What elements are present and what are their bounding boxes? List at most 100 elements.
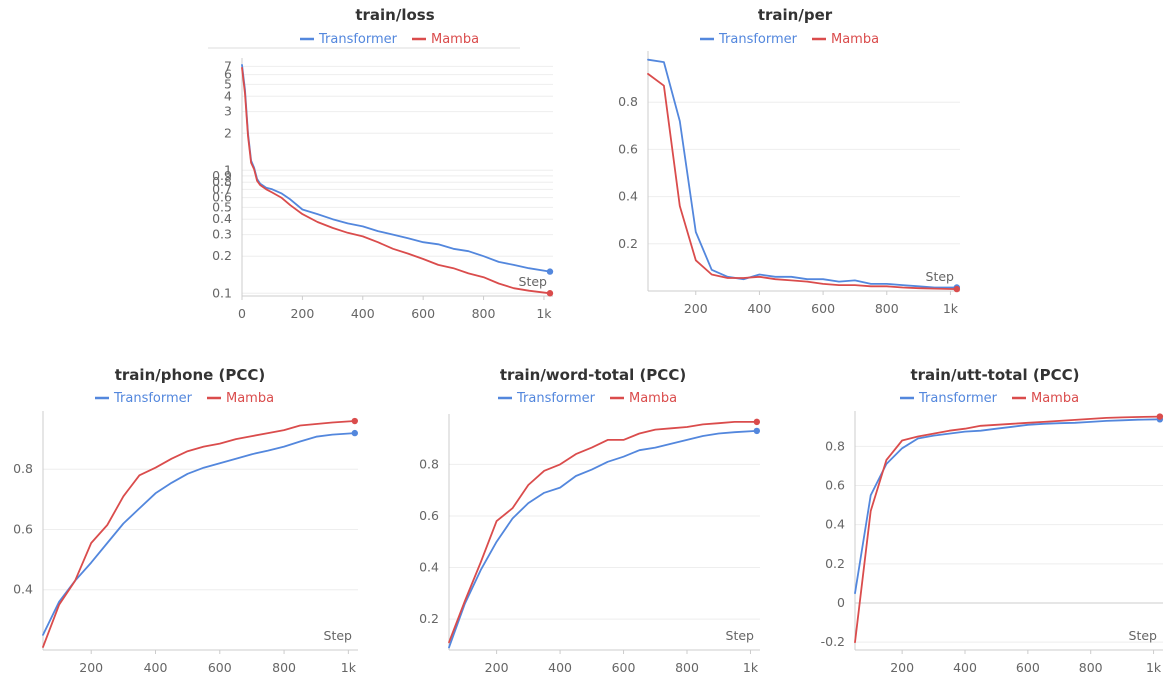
chart-utt: train/utt-total (PCC) Transformer Mamba -0.… xyxy=(821,366,1164,675)
x-tick-label: 800 xyxy=(1079,660,1103,675)
y-tick-label: 0.8 xyxy=(13,461,33,476)
chart-title: train/phone (PCC) xyxy=(115,366,266,384)
series-line-transformer[interactable] xyxy=(854,418,1161,595)
x-tick-label: 400 xyxy=(953,660,977,675)
x-tick-label: 0 xyxy=(238,306,246,321)
y-tick-label: 0.2 xyxy=(825,556,845,571)
x-tick-label: 600 xyxy=(411,306,435,321)
x-tick-label: 800 xyxy=(472,306,496,321)
y-tick-label: 6 xyxy=(224,67,232,82)
x-tick-label: 400 xyxy=(548,660,572,675)
y-tick-label: 0.8 xyxy=(212,174,232,189)
series-line-mamba[interactable] xyxy=(854,415,1161,644)
legend[interactable]: Transformer Mamba xyxy=(95,391,274,406)
y-tick-label: 0.6 xyxy=(618,141,638,156)
x-tick-label: 600 xyxy=(811,301,835,316)
chart-per: train/per Transformer Mamba 0.2 0.4 0.6 0.8 200… xyxy=(618,6,961,316)
legend-label-mamba: Mamba xyxy=(629,391,677,406)
legend-label-transformer: Transformer xyxy=(918,391,998,406)
x-tick-label: 800 xyxy=(675,660,699,675)
series-endpoint-mamba[interactable] xyxy=(351,417,358,425)
y-tick-label: 0.2 xyxy=(618,236,638,251)
y-tick-label: 0.6 xyxy=(825,478,845,493)
series-line-transformer[interactable] xyxy=(448,429,758,649)
legend-label-mamba: Mamba xyxy=(226,391,274,406)
y-tick-label: 0.4 xyxy=(618,189,638,204)
x-tick-label: 400 xyxy=(351,306,375,321)
y-tick-label: 0.2 xyxy=(419,611,439,626)
x-tick-label: 600 xyxy=(612,660,636,675)
chart-title: train/utt-total (PCC) xyxy=(910,366,1079,384)
chart-title: train/word-total (PCC) xyxy=(500,366,686,384)
y-tick-label: 1 xyxy=(224,162,232,177)
legend[interactable]: Transformer Mamba xyxy=(498,391,677,406)
series-endpoint-transformer[interactable] xyxy=(753,427,761,435)
y-tick-label: 0.8 xyxy=(825,438,845,453)
legend-label-mamba: Mamba xyxy=(1031,391,1079,406)
y-tick-label: 0.4 xyxy=(212,211,232,226)
x-tick-label: 200 xyxy=(890,660,914,675)
y-tick-label: 0.8 xyxy=(618,94,638,109)
y-tick-label: 4 xyxy=(224,88,232,103)
series-endpoint-mamba[interactable] xyxy=(546,290,554,297)
series-endpoint-mamba[interactable] xyxy=(1156,413,1164,420)
y-tick-label: 5 xyxy=(224,76,232,91)
series-line-mamba[interactable] xyxy=(647,73,958,291)
y-tick-label: 3 xyxy=(224,104,232,119)
legend-label-transformer: Transformer xyxy=(516,391,596,406)
x-axis-label: Step xyxy=(726,628,755,643)
legend-label-transformer: Transformer xyxy=(318,32,398,47)
series-endpoint-transformer[interactable] xyxy=(546,268,554,275)
series-endpoint-transformer[interactable] xyxy=(351,429,358,437)
chart-word: train/word-total (PCC) Transformer Mamba 0.… xyxy=(419,366,761,675)
y-tick-label: 0.5 xyxy=(212,199,232,214)
y-tick-label: 0.2 xyxy=(212,248,232,263)
x-tick-label: 1k xyxy=(536,306,552,321)
x-tick-label: 200 xyxy=(79,660,103,675)
x-tick-label: 600 xyxy=(208,660,232,675)
y-tick-label: 0.4 xyxy=(825,517,845,532)
series-line-transformer[interactable] xyxy=(647,58,958,289)
legend[interactable]: Transformer Mamba xyxy=(208,32,520,49)
series-line-mamba[interactable] xyxy=(42,420,356,648)
x-axis-label: Step xyxy=(519,274,548,289)
x-tick-label: 1k xyxy=(943,301,959,316)
legend-label-transformer: Transformer xyxy=(113,391,193,406)
x-tick-label: 200 xyxy=(684,301,708,316)
legend-label-mamba: Mamba xyxy=(431,32,479,47)
y-tick-label: 0.4 xyxy=(13,582,33,597)
legend[interactable]: Transformer Mamba xyxy=(700,32,879,47)
x-axis-label: Step xyxy=(324,628,353,643)
x-tick-label: 800 xyxy=(875,301,899,316)
series-endpoint-mamba[interactable] xyxy=(753,418,761,426)
x-tick-label: 400 xyxy=(747,301,771,316)
chart-title: train/per xyxy=(758,6,833,24)
series-line-mamba[interactable] xyxy=(448,420,758,644)
x-axis-label: Step xyxy=(1129,628,1158,643)
series-endpoint-mamba[interactable] xyxy=(953,285,961,293)
x-tick-label: 1k xyxy=(743,660,759,675)
x-tick-label: 200 xyxy=(290,306,314,321)
legend[interactable]: Transformer Mamba xyxy=(900,391,1079,406)
series-line-mamba[interactable] xyxy=(241,67,551,295)
x-tick-label: 1k xyxy=(1146,660,1162,675)
x-tick-label: 200 xyxy=(485,660,509,675)
y-tick-label: -0.2 xyxy=(821,634,845,649)
x-tick-label: 800 xyxy=(272,660,296,675)
y-tick-label: 0.6 xyxy=(419,508,439,523)
y-tick-label: 0.6 xyxy=(212,190,232,205)
y-tick-label: 7 xyxy=(224,58,232,73)
y-tick-label: 0 xyxy=(837,595,845,610)
y-tick-label: 0.9 xyxy=(212,168,232,183)
y-tick-label: 0.4 xyxy=(419,560,439,575)
series-line-transformer[interactable] xyxy=(42,432,356,636)
x-tick-label: 1k xyxy=(341,660,357,675)
y-tick-label: 0.7 xyxy=(212,181,232,196)
chart-phone: train/phone (PCC) Transformer Mamba 0.4 0.6 0… xyxy=(13,366,358,675)
y-tick-label: 0.1 xyxy=(212,285,232,300)
chart-title: train/loss xyxy=(355,6,434,24)
y-tick-label: 0.8 xyxy=(419,456,439,471)
